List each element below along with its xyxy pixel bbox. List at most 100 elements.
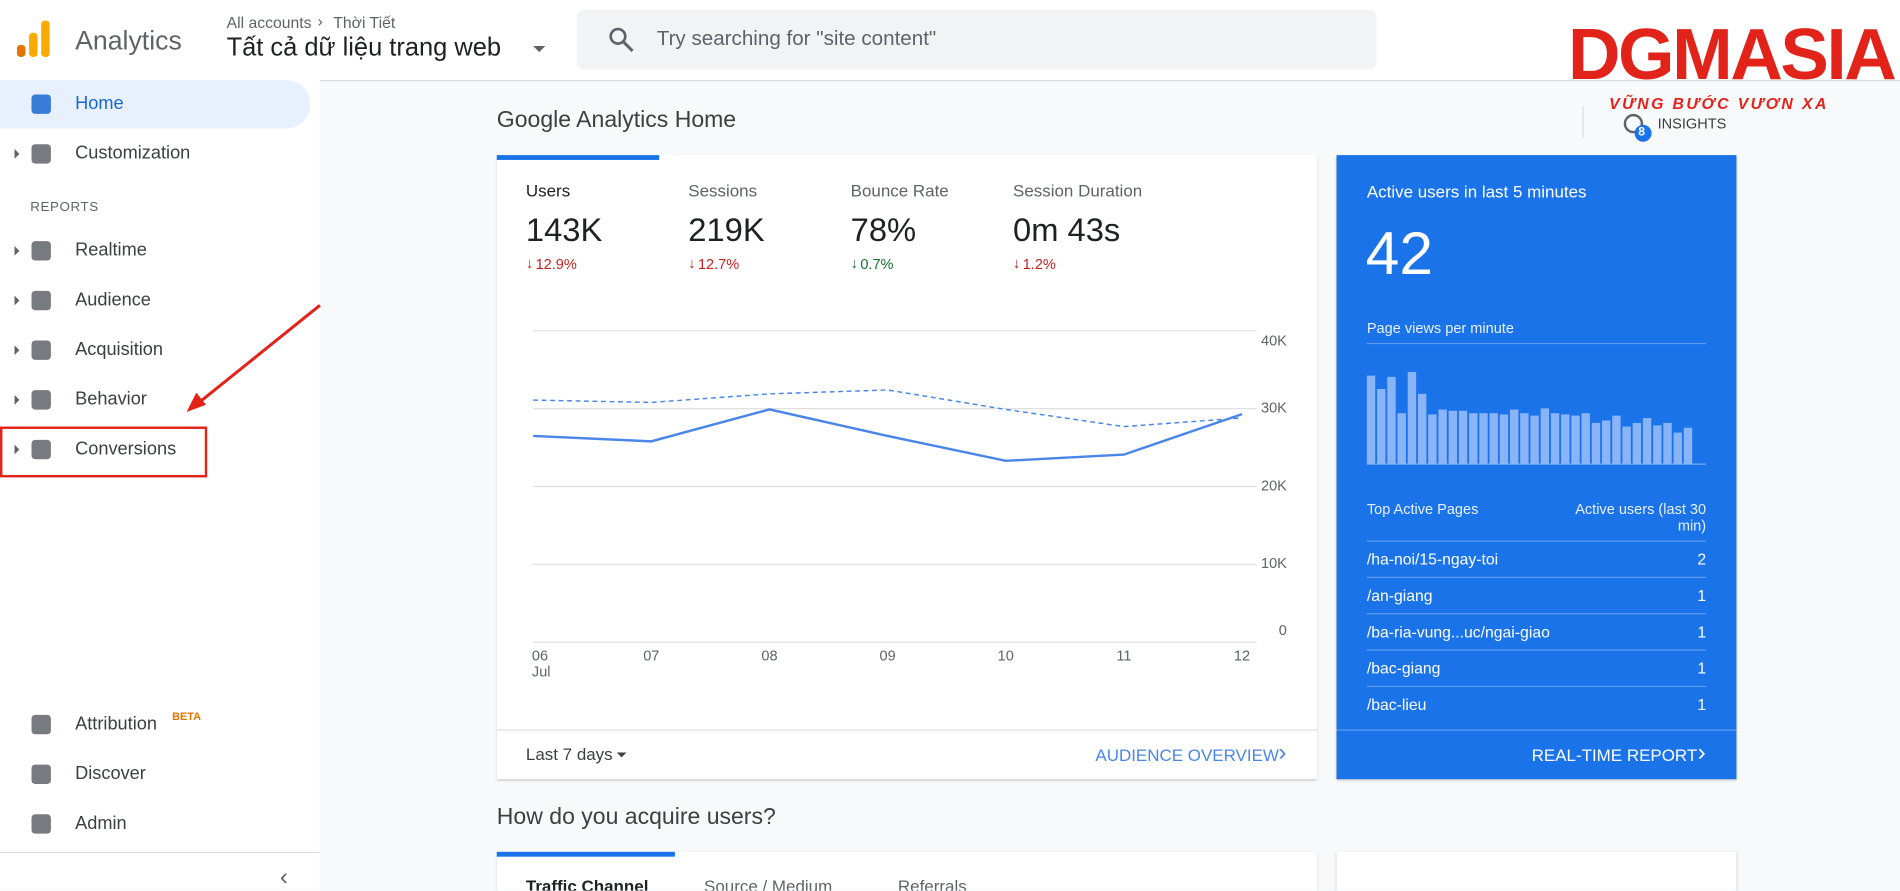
chevron: › (1278, 739, 1287, 766)
expand-arrow (14, 149, 20, 159)
insights-badge: 8 (1638, 126, 1645, 140)
bar (1499, 414, 1509, 465)
tab[interactable]: Traffic Channel (525, 876, 649, 891)
nav-item[interactable]: Realtime (75, 239, 147, 261)
watermark-brand: DGMASIA (1567, 13, 1897, 95)
breadcrumb[interactable]: Thời Tiết (333, 13, 396, 32)
change-arrow: ↓ (688, 254, 696, 272)
metric-label[interactable]: Bounce Rate (850, 180, 949, 200)
bar (1438, 409, 1447, 465)
x-sublabel: Jul (532, 664, 551, 680)
view-selector[interactable]: Tất cả dữ liệu trang web (226, 33, 502, 62)
nav-item[interactable]: Acquisition (75, 339, 164, 360)
page-path[interactable]: /ha-noi/15-ngay-toi (1366, 550, 1499, 569)
section-title: How do you acquire users? (496, 804, 776, 831)
page-path[interactable]: /ba-ria-vung...uc/ngai-giao (1366, 622, 1550, 642)
bar (1489, 413, 1498, 465)
bar (1417, 393, 1427, 465)
side-card (1336, 851, 1737, 891)
change-arrow: ↓ (850, 254, 858, 272)
metric-change: 1.2% (1022, 255, 1056, 273)
search-box[interactable] (576, 9, 1377, 70)
metric-change: 12.9% (535, 255, 577, 273)
chevron: › (1697, 739, 1706, 766)
bar (1601, 420, 1611, 465)
page-users: 1 (1697, 659, 1707, 678)
nav-item[interactable]: Home (75, 93, 124, 114)
page-path[interactable]: /bac-lieu (1366, 695, 1427, 714)
search-icon (609, 27, 634, 52)
chevron: › (317, 12, 323, 31)
x-tick-label: 08 (761, 649, 777, 665)
realtime-title: Active users in last 5 minutes (1366, 181, 1587, 202)
nav-item[interactable]: Conversions (75, 438, 177, 460)
users-header: Active users (last 30 min) (1575, 500, 1707, 535)
line-chart: 0 10K 20K 30K 40K 06 07 08 09 10 11 12 Jul (532, 330, 1287, 680)
nav-icon (31, 290, 51, 311)
bar (1520, 413, 1529, 465)
tab[interactable]: Source / Medium (704, 876, 833, 891)
y-tick-label: 30K (1261, 400, 1287, 416)
section-label: REPORTS (30, 199, 99, 215)
overview-card: Users 143K ↓ 12.9% Sessions 219K ↓ 12.7% Bounce … (496, 155, 1318, 780)
nav-item[interactable]: Customization (75, 142, 191, 164)
page-path[interactable]: /an-giang (1366, 586, 1433, 605)
dropdown-arrow (533, 46, 546, 53)
metric-value: 0m 43s (1013, 212, 1121, 249)
change-arrow: ↓ (1013, 254, 1021, 272)
nav-item[interactable]: Admin (75, 813, 127, 834)
x-tick-label: 07 (643, 649, 659, 665)
overview-link[interactable]: AUDIENCE OVERVIEW (1095, 745, 1279, 765)
bar (1561, 414, 1570, 465)
nav-icon (31, 94, 51, 114)
bar (1642, 418, 1652, 465)
pageviews-label: Page views per minute (1366, 319, 1514, 337)
x-tick-label: 09 (880, 649, 896, 665)
tab[interactable]: Referrals (897, 876, 967, 891)
divider (1366, 342, 1707, 345)
bar (1509, 409, 1519, 465)
sidebar (0, 79, 320, 891)
insights-button[interactable]: INSIGHTS (1657, 115, 1727, 133)
bar (1581, 413, 1590, 465)
expand-arrow (14, 395, 20, 405)
nav-icon (31, 144, 51, 164)
bar (1387, 376, 1396, 465)
bar (1673, 432, 1682, 465)
metric-label[interactable]: Sessions (688, 180, 758, 200)
date-range[interactable]: Last 7 days (525, 744, 613, 764)
realtime-report-link[interactable]: REAL-TIME REPORT (1531, 745, 1698, 765)
divider (496, 729, 1318, 731)
page-path[interactable]: /bac-giang (1366, 659, 1441, 678)
nav-icon (31, 390, 51, 410)
x-tick-label: 12 (1234, 649, 1250, 665)
page-users: 2 (1697, 550, 1707, 569)
metric-label[interactable]: Users (525, 180, 571, 200)
x-tick-label: 11 (1116, 649, 1131, 665)
bar (1591, 422, 1601, 465)
x-tick-label: 06 (532, 649, 548, 665)
nav-item[interactable]: Attribution (75, 713, 157, 735)
row-divider (1366, 540, 1707, 542)
breadcrumb[interactable]: All accounts (226, 13, 312, 32)
selected-tab-bar (496, 851, 675, 857)
collapse-button[interactable]: ‹ (279, 863, 288, 891)
series-line (533, 389, 1243, 428)
bar (1469, 413, 1478, 465)
product-name: Analytics (75, 25, 182, 56)
nav-item[interactable]: Discover (75, 763, 146, 784)
divider (0, 851, 320, 854)
metric-label[interactable]: Session Duration (1013, 180, 1143, 200)
logo (16, 20, 50, 57)
bar (1407, 372, 1417, 465)
nav-item[interactable]: Audience (75, 289, 151, 311)
y-tick-label: 40K (1261, 334, 1287, 350)
divider (1582, 106, 1584, 139)
bar (1663, 422, 1672, 465)
insights-icon (1623, 113, 1652, 142)
nav-item[interactable]: Behavior (75, 388, 147, 410)
watermark-slogan: VỮNG BƯỚC VƯƠN XA (1609, 94, 1829, 113)
pageviews-chart (1366, 372, 1707, 465)
bar (1632, 422, 1642, 465)
